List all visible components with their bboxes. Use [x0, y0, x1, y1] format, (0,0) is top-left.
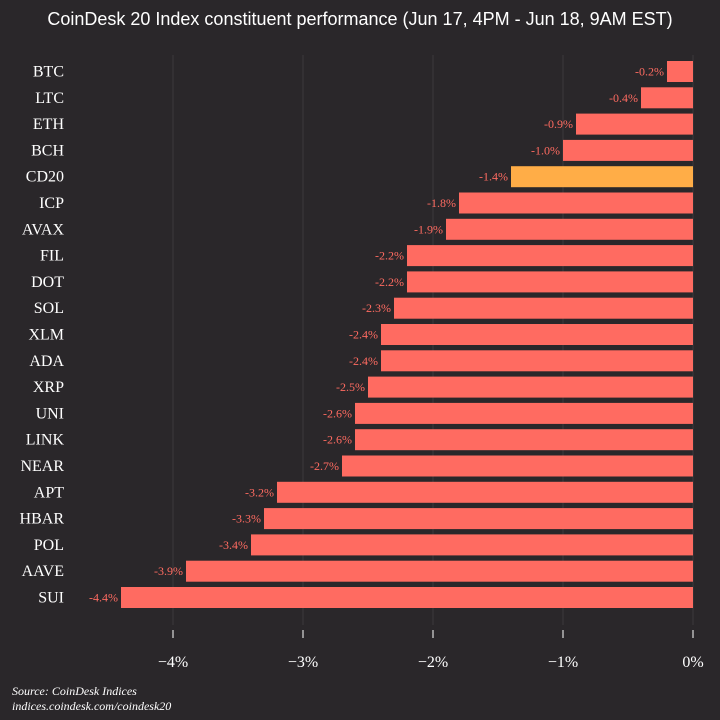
bar — [264, 508, 693, 530]
value-label: -1.4% — [479, 170, 508, 184]
bar — [355, 429, 693, 451]
value-label: -1.9% — [414, 222, 443, 236]
category-label: SUI — [38, 590, 64, 607]
bar — [407, 245, 693, 267]
category-label: SOL — [34, 300, 64, 317]
value-label: -2.2% — [375, 275, 404, 289]
bar — [394, 297, 693, 319]
category-label: AAVE — [22, 563, 64, 580]
bar — [667, 61, 693, 82]
bar — [277, 481, 693, 503]
value-label: -2.7% — [310, 459, 339, 473]
category-label: FIL — [40, 248, 64, 265]
bar — [368, 376, 693, 398]
x-tick-label: −4% — [158, 654, 188, 671]
category-label: APT — [34, 484, 64, 501]
x-tick-label: −3% — [288, 654, 318, 671]
value-label: -2.6% — [323, 433, 352, 447]
bar — [186, 560, 693, 582]
value-label: -3.3% — [232, 512, 261, 526]
x-tick-label: −2% — [418, 654, 448, 671]
value-label: -0.9% — [544, 117, 573, 131]
value-label: -1.0% — [531, 143, 560, 157]
category-label: UNI — [36, 405, 64, 422]
value-label: -0.2% — [635, 65, 664, 79]
category-label: NEAR — [20, 458, 64, 475]
value-label: -2.2% — [375, 249, 404, 263]
bars — [121, 61, 693, 608]
bar-highlight — [511, 166, 693, 188]
category-labels: BTC LTC ETH BCH CD20 ICP AVAX FIL DOT SOL XLM ADA XR… — [20, 64, 65, 607]
x-tick-label: 0% — [682, 654, 703, 671]
category-label: ETH — [33, 116, 65, 133]
value-label: -2.5% — [336, 380, 365, 394]
bar — [576, 113, 693, 135]
x-tick-label: −1% — [548, 654, 578, 671]
bar — [355, 402, 693, 424]
value-label: -1.8% — [427, 196, 456, 210]
category-label: XRP — [33, 379, 64, 396]
category-label: XLM — [28, 327, 64, 344]
value-labels: -0.2% -0.4% -0.9% -1.0% -1.4% -1.8% -1.9% -2.2%… — [89, 65, 664, 605]
value-label: -2.3% — [362, 301, 391, 315]
source-url: indices.coindesk.com/coindesk20 — [12, 699, 172, 713]
value-label: -3.2% — [245, 485, 274, 499]
chart-title: CoinDesk 20 Index constituent performanc… — [47, 9, 673, 29]
bar — [381, 350, 693, 372]
value-label: -3.4% — [219, 538, 248, 552]
bar — [446, 218, 693, 240]
value-label: -2.6% — [323, 406, 352, 420]
value-label: -2.4% — [349, 328, 378, 342]
bar — [641, 87, 693, 109]
category-label: LTC — [35, 90, 64, 107]
category-label: LINK — [26, 432, 65, 449]
category-label: BCH — [31, 142, 64, 159]
category-label: ICP — [39, 195, 64, 212]
category-label: HBAR — [20, 511, 65, 528]
x-axis-ticks: −4% −3% −2% −1% 0% — [158, 630, 704, 671]
category-label: CD20 — [26, 169, 64, 186]
category-label: AVAX — [22, 221, 65, 238]
source-credit: Source: CoinDesk Indices — [12, 684, 137, 698]
value-label: -4.4% — [89, 591, 118, 605]
bar — [407, 271, 693, 293]
category-label: DOT — [31, 274, 64, 291]
value-label: -3.9% — [154, 564, 183, 578]
value-label: -0.4% — [609, 91, 638, 105]
category-label: BTC — [33, 64, 64, 81]
bar — [563, 139, 693, 161]
bar — [381, 324, 693, 345]
bar — [342, 455, 693, 477]
bar — [459, 192, 693, 214]
category-label: POL — [34, 537, 64, 554]
value-label: -2.4% — [349, 354, 378, 368]
bar — [121, 587, 693, 608]
category-label: ADA — [29, 353, 64, 370]
bar — [251, 534, 693, 556]
